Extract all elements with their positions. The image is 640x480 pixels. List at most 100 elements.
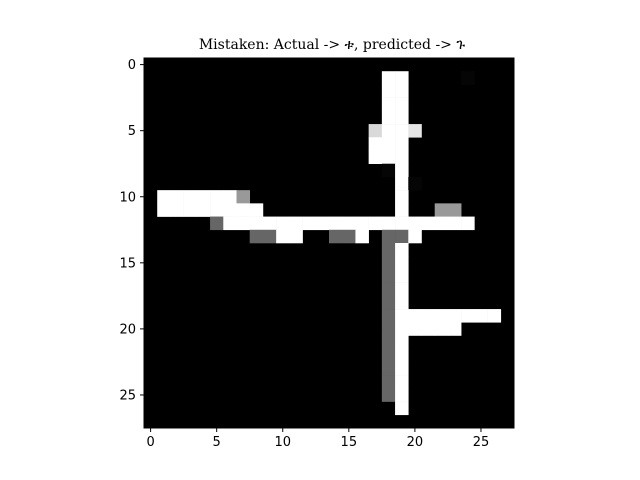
pixel-cell	[381, 243, 396, 257]
y-tick-label: 25	[119, 388, 136, 403]
pixel-cell	[183, 190, 198, 204]
pixel-cell	[329, 216, 343, 231]
pixel-cell	[461, 71, 475, 85]
pixel-cell	[381, 137, 396, 151]
pixel-cell	[381, 97, 396, 112]
pixel-cell	[183, 203, 198, 217]
pixel-cell	[395, 190, 409, 204]
pixel-cell	[381, 295, 396, 310]
pixel-cell	[381, 348, 396, 363]
pixel-cell	[249, 216, 264, 231]
pixel-cell	[381, 84, 396, 98]
x-tick-label: 15	[341, 435, 358, 450]
pixel-cell	[381, 335, 396, 350]
pixel-cell	[289, 216, 303, 231]
pixel-cell	[395, 243, 409, 257]
pixel-cell	[381, 361, 396, 376]
y-tick-label: 5	[128, 124, 136, 139]
pixel-cell	[210, 216, 224, 231]
pixel-cell	[276, 229, 290, 244]
pixel-cell	[395, 256, 409, 270]
pixel-cell	[395, 216, 409, 231]
pixel-cell	[381, 375, 396, 389]
axes-frame	[143, 57, 515, 429]
pixel-cell	[447, 203, 462, 217]
pixel-cell	[395, 84, 409, 98]
pixel-cell	[381, 322, 396, 336]
pixel-cell	[342, 216, 356, 231]
pixel-cell	[434, 216, 449, 231]
pixel-cell	[170, 190, 184, 204]
pixel-cell	[447, 216, 462, 231]
image-pixels	[144, 58, 514, 428]
pixel-cell	[461, 216, 475, 231]
pixel-cell	[289, 229, 303, 244]
pixel-cell	[381, 229, 396, 244]
y-tick-label: 0	[128, 58, 136, 73]
pixel-cell	[395, 176, 409, 191]
pixel-cell	[395, 309, 409, 323]
pixel-cell	[302, 216, 317, 231]
pixel-cell	[381, 150, 396, 165]
pixel-cell	[196, 203, 211, 217]
pixel-cell	[395, 163, 409, 178]
pixel-cell	[434, 322, 449, 336]
pixel-cell	[315, 216, 330, 231]
pixel-cell	[395, 322, 409, 336]
pixel-cell	[262, 229, 277, 244]
pixel-cell	[447, 322, 462, 336]
pixel-cell	[381, 269, 396, 283]
pixel-cell	[368, 150, 383, 165]
pixel-cell	[421, 309, 436, 323]
pixel-cell	[381, 388, 396, 402]
pixel-cell	[236, 203, 251, 217]
pixel-cell	[395, 335, 409, 350]
pixel-cell	[395, 269, 409, 283]
pixel-cell	[395, 97, 409, 112]
pixel-cell	[368, 137, 383, 151]
pixel-cell	[395, 124, 409, 138]
x-tick-label: 20	[407, 435, 424, 450]
pixel-cell	[236, 216, 251, 231]
pixel-cell	[381, 71, 396, 85]
pixel-cell	[421, 216, 436, 231]
pixel-cell	[434, 309, 449, 323]
pixel-cell	[262, 216, 277, 231]
pixel-cell	[210, 190, 224, 204]
pixel-cell	[395, 229, 409, 244]
pixel-cell	[381, 110, 396, 125]
pixel-cell	[223, 216, 237, 231]
pixel-cell	[196, 190, 211, 204]
pixel-cell	[395, 110, 409, 125]
y-tick-label: 20	[119, 322, 136, 337]
pixel-cell	[408, 309, 422, 323]
pixel-cell	[408, 124, 422, 138]
pixel-cell	[395, 375, 409, 389]
pixel-cell	[329, 229, 343, 244]
pixel-cell	[381, 163, 396, 178]
pixel-cell	[395, 401, 409, 416]
pixel-cell	[461, 309, 475, 323]
pixel-cell	[408, 229, 422, 244]
y-tick-label: 15	[119, 256, 136, 271]
y-tick-label: 10	[119, 190, 136, 205]
pixel-cell	[421, 322, 436, 336]
pixel-cell	[408, 176, 422, 191]
pixel-cell	[395, 150, 409, 165]
pixel-cell	[342, 229, 356, 244]
pixel-cell	[157, 203, 171, 217]
pixel-cell	[236, 190, 251, 204]
pixel-cell	[381, 124, 396, 138]
pixel-cell	[223, 203, 237, 217]
pixel-cell	[474, 309, 488, 323]
pixel-cell	[395, 282, 409, 297]
pixel-cell	[368, 216, 383, 231]
pixel-cell	[408, 216, 422, 231]
x-tick-label: 0	[146, 435, 154, 450]
axis-ticks: 0 5 10 15 20 25 0 5 10 15 20 25	[119, 58, 489, 450]
pixel-cell	[434, 203, 449, 217]
pixel-cell	[355, 216, 369, 231]
pixel-cell	[276, 216, 290, 231]
pixel-cell	[395, 388, 409, 402]
